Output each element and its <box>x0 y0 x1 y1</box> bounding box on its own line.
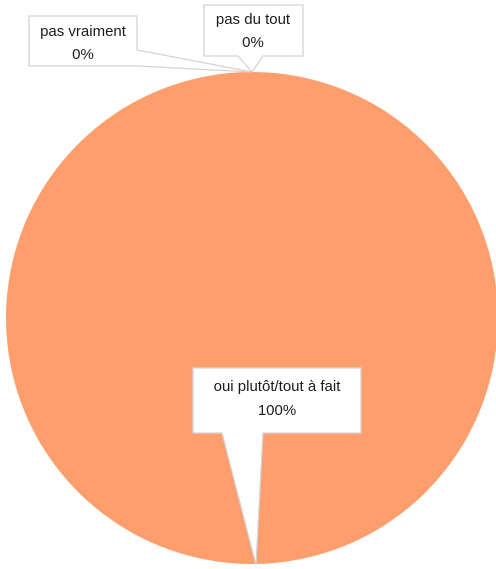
callout-pas-du-tout-box <box>203 4 304 74</box>
callout-pas-du-tout: pas du tout 0% <box>203 4 304 74</box>
callout-oui-box <box>192 367 362 566</box>
callout-pas-vraiment-value: 0% <box>72 46 94 63</box>
callout-pas-vraiment-label: pas vraiment <box>40 23 127 40</box>
callout-oui-label: oui plutôt/tout à fait <box>214 378 342 395</box>
callout-oui-value: 100% <box>258 402 296 419</box>
callout-oui: oui plutôt/tout à fait 100% <box>192 367 362 566</box>
callout-pas-du-tout-label: pas du tout <box>216 11 291 28</box>
callout-pas-vraiment: pas vraiment 0% <box>28 15 253 73</box>
callout-pas-du-tout-value: 0% <box>242 34 264 51</box>
pie-slice-oui <box>6 72 496 564</box>
